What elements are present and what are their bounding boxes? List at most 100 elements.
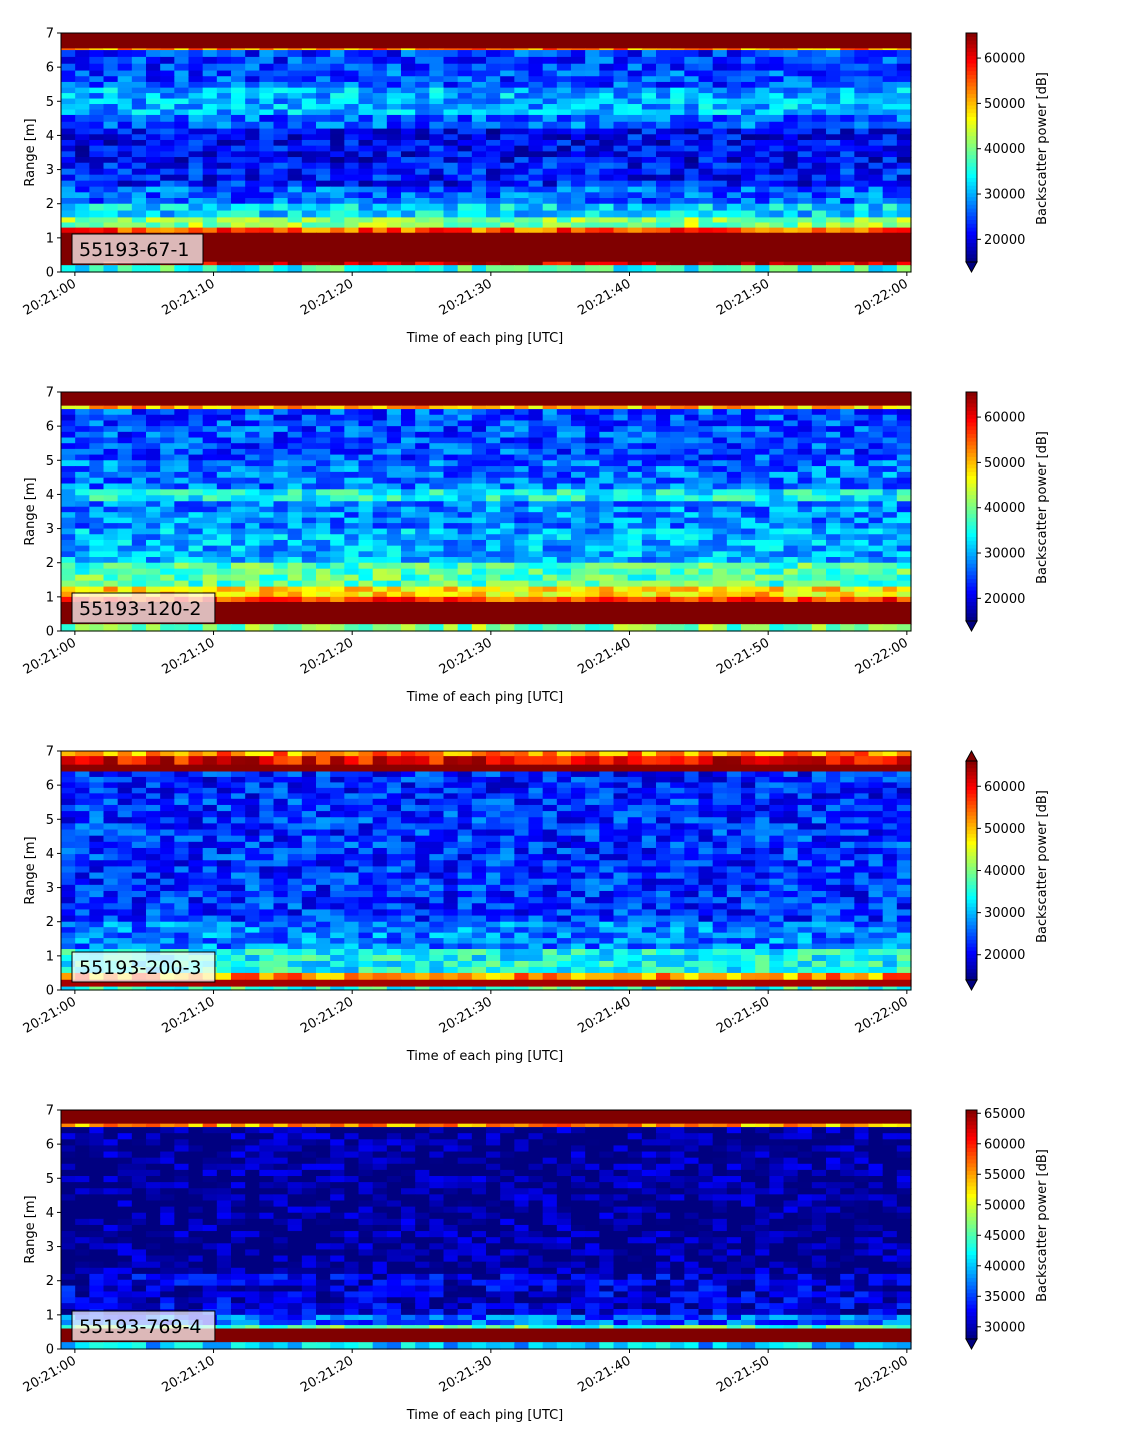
- heatmap-cell: [231, 232, 246, 263]
- y-tick-label: 0: [46, 625, 54, 640]
- heatmap-cell: [656, 517, 671, 524]
- heatmap-cell: [712, 437, 728, 444]
- heatmap-cell: [401, 512, 416, 519]
- heatmap-cell: [726, 186, 742, 193]
- heatmap-cell: [556, 139, 572, 147]
- heatmap-cell: [131, 512, 147, 519]
- heatmap-cell: [117, 121, 133, 130]
- heatmap-cell: [797, 134, 813, 141]
- heatmap-cell: [811, 139, 827, 147]
- heatmap-cell: [202, 443, 218, 450]
- heatmap-cell: [840, 104, 855, 111]
- heatmap-cell: [826, 568, 841, 576]
- heatmap-cell: [627, 405, 643, 410]
- heatmap-cell: [188, 586, 204, 593]
- heatmap-cell: [330, 151, 345, 158]
- heatmap-cell: [131, 33, 147, 49]
- heatmap-cell: [783, 203, 799, 212]
- heatmap-cell: [627, 562, 643, 570]
- x-tick-label: 20:21:50: [714, 276, 772, 318]
- heatmap-cell: [372, 203, 388, 212]
- heatmap-cell: [868, 580, 884, 588]
- heatmap-cell: [670, 495, 685, 502]
- heatmap-cell: [61, 157, 76, 164]
- heatmap-cell: [486, 489, 501, 496]
- heatmap-cell: [429, 186, 445, 193]
- heatmap-cell: [726, 157, 742, 164]
- heatmap-cell: [160, 56, 175, 65]
- heatmap-cell: [698, 174, 714, 182]
- heatmap-cell: [514, 93, 530, 100]
- heatmap-cell: [811, 506, 827, 513]
- heatmap-cell: [542, 568, 558, 576]
- heatmap-cell: [330, 771, 345, 778]
- heatmap-cell: [613, 50, 629, 58]
- heatmap-cell: [330, 192, 345, 199]
- heatmap-cell: [741, 771, 756, 778]
- heatmap-cell: [415, 426, 430, 433]
- heatmap-cell: [273, 601, 289, 625]
- heatmap-cell: [75, 551, 90, 558]
- heatmap-cell: [854, 232, 870, 263]
- heatmap-cell: [811, 109, 827, 116]
- heatmap-cell: [301, 186, 317, 193]
- heatmap-cell: [372, 448, 388, 456]
- heatmap-cell: [287, 114, 303, 123]
- heatmap-cell: [330, 87, 345, 94]
- heatmap-cell: [358, 76, 374, 83]
- heatmap-cell: [826, 63, 841, 72]
- heatmap-cell: [585, 81, 600, 89]
- heatmap-cell: [415, 217, 430, 224]
- heatmap-cell: [231, 557, 246, 564]
- heatmap-cell: [571, 81, 586, 89]
- heatmap-cell: [826, 222, 841, 229]
- heatmap-cell: [500, 466, 515, 473]
- heatmap-cell: [528, 168, 544, 176]
- colorbar-segment: [966, 59, 977, 65]
- heatmap-cell: [783, 545, 799, 552]
- y-tick-label: 3: [46, 522, 54, 537]
- heatmap-cell: [358, 562, 374, 570]
- heatmap-cell: [330, 210, 345, 218]
- heatmap-cell: [840, 466, 855, 473]
- heatmap-cell: [316, 409, 331, 416]
- heatmap-cell: [684, 33, 700, 49]
- heatmap-cell: [174, 145, 190, 152]
- heatmap-cell: [429, 545, 445, 552]
- heatmap-cell: [457, 489, 473, 496]
- heatmap-cell: [726, 409, 742, 416]
- heatmap-cell: [797, 568, 813, 576]
- heatmap-cell: [89, 139, 105, 147]
- heatmap-cell: [146, 203, 161, 212]
- heatmap-cell: [826, 157, 841, 164]
- heatmap-cell: [401, 48, 416, 51]
- heatmap-cell: [500, 151, 515, 158]
- heatmap-cell: [429, 764, 445, 773]
- heatmap-cell: [783, 134, 799, 141]
- heatmap-cell: [542, 539, 558, 547]
- heatmap-cell: [471, 506, 487, 513]
- x-tick-label: 20:21:00: [21, 635, 79, 677]
- heatmap-cell: [316, 222, 331, 229]
- heatmap-cell: [259, 104, 275, 111]
- heatmap-cell: [131, 217, 147, 224]
- heatmap-cell: [188, 568, 204, 576]
- heatmap-cell: [641, 431, 657, 439]
- heatmap-cell: [245, 420, 260, 427]
- heatmap-cell: [103, 551, 119, 558]
- heatmap-cell: [316, 534, 331, 541]
- heatmap-cell: [344, 528, 360, 535]
- heatmap-cell: [599, 624, 615, 632]
- heatmap-cell: [160, 443, 175, 450]
- heatmap-cell: [585, 568, 600, 576]
- heatmap-cell: [372, 437, 388, 444]
- heatmap-cell: [259, 56, 275, 65]
- heatmap-cell: [684, 87, 700, 94]
- heatmap-cell: [330, 431, 345, 439]
- heatmap-cell: [882, 210, 898, 218]
- heatmap-cell: [684, 93, 700, 100]
- heatmap-cell: [429, 443, 445, 450]
- heatmap-cell: [712, 265, 728, 273]
- heatmap-cell: [245, 454, 260, 461]
- heatmap-cell: [840, 76, 855, 83]
